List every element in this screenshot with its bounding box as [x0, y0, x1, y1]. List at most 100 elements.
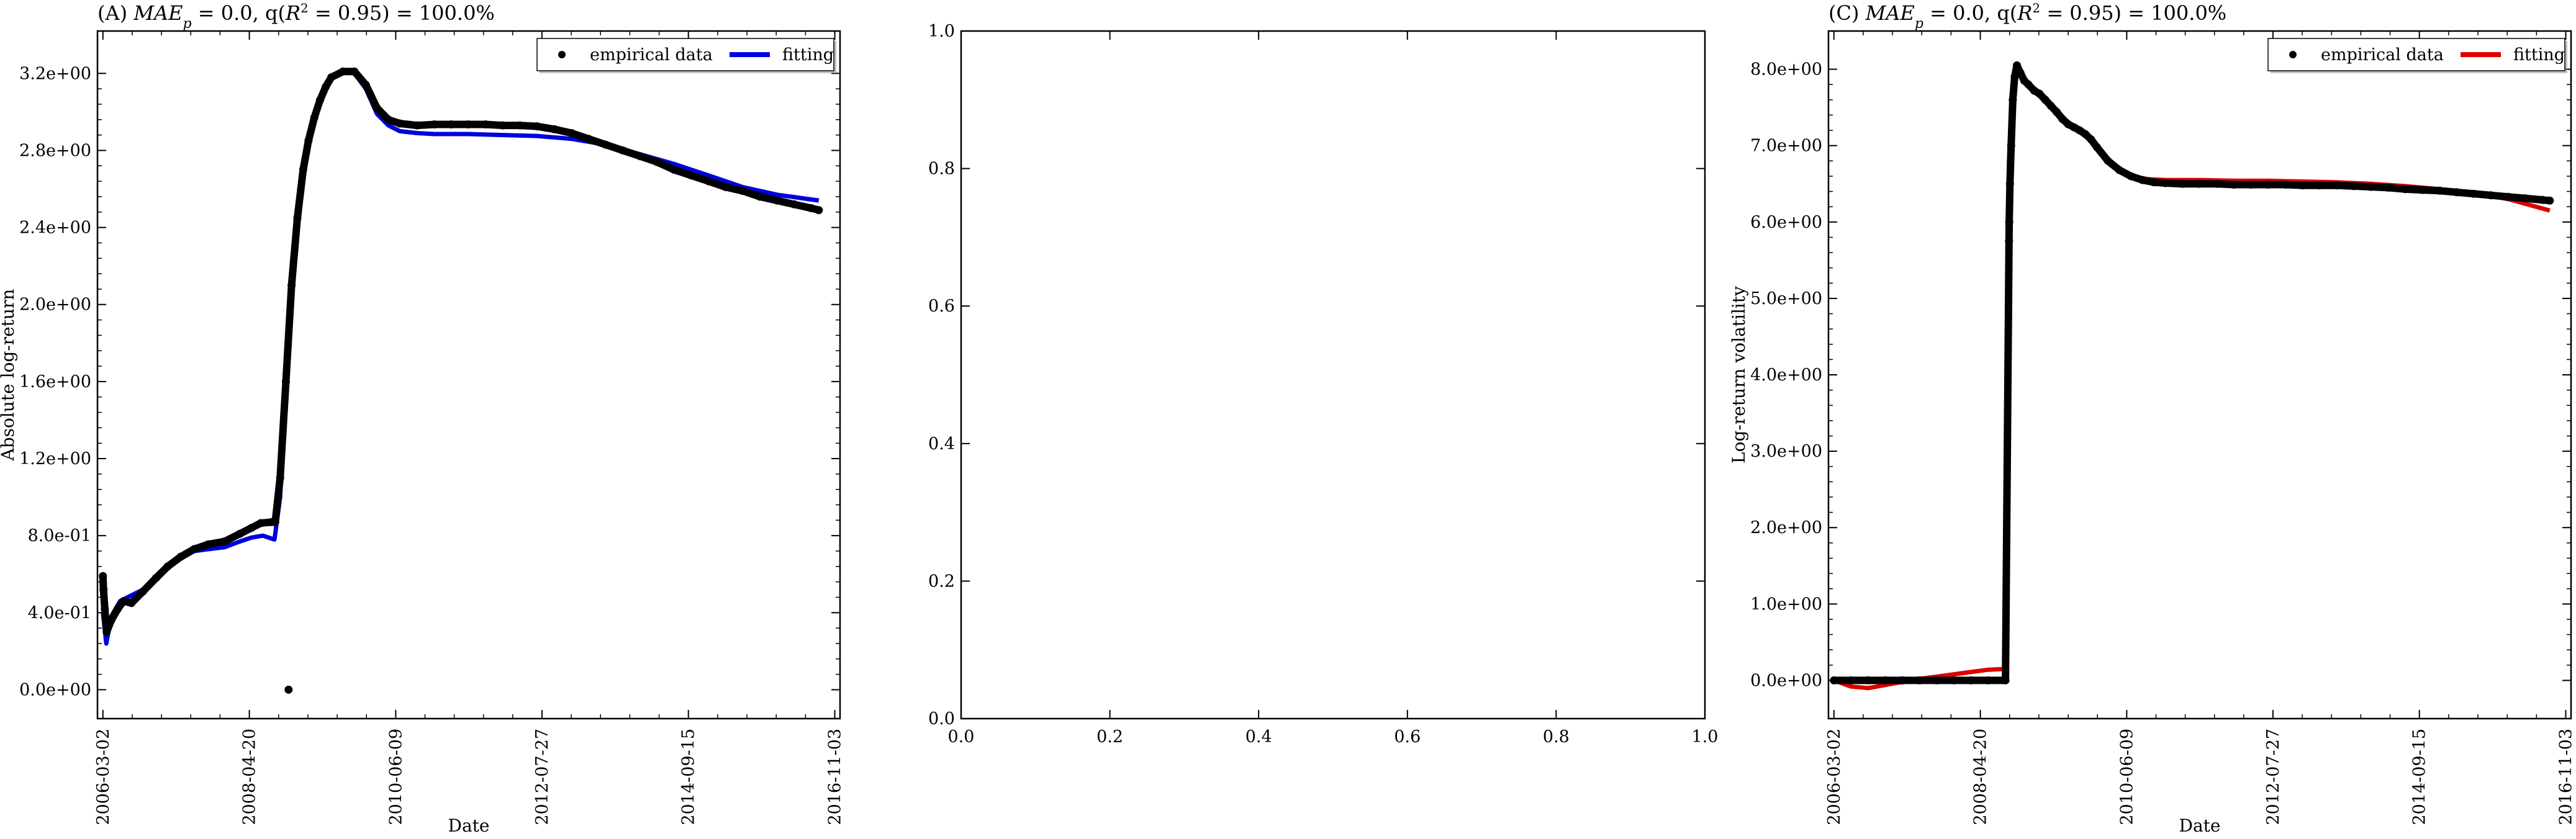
data-point: [361, 81, 370, 89]
y-tick-label: 0.6: [928, 297, 955, 316]
y-tick-label: 2.8e+00: [19, 141, 91, 160]
plot-frame: [96, 30, 841, 720]
data-point: [2161, 179, 2170, 187]
data-point: [413, 121, 422, 130]
data-point: [773, 196, 782, 205]
x-tick-label: 2008-04-20: [240, 729, 260, 825]
data-point: [2367, 182, 2375, 191]
data-point: [204, 540, 213, 549]
data-point: [2418, 186, 2427, 194]
data-point: [618, 146, 627, 155]
chart-panel-c: 2006-03-02 2008-04-20 2010-06-09 2012-07-27…: [1729, 1, 2576, 836]
legend: empirical data fitting: [2267, 38, 2567, 73]
data-point: [567, 129, 576, 137]
data-point: [101, 604, 109, 613]
data-point: [481, 120, 490, 128]
legend: empirical data fitting: [536, 38, 836, 73]
data-point: [1830, 676, 1838, 684]
data-point: [687, 171, 696, 180]
data-point: [310, 114, 319, 122]
data-point: [1984, 676, 1992, 684]
x-tick-label: 2014-09-15: [2410, 729, 2429, 825]
data-point: [2007, 141, 2015, 150]
data-point: [2001, 676, 2010, 684]
data-point: [119, 597, 128, 606]
plot-frame: [1827, 30, 2572, 720]
x-tick-label: 2012-07-27: [533, 729, 552, 825]
data-point: [293, 213, 302, 222]
data-point: [636, 152, 644, 161]
data-point: [2005, 218, 2013, 227]
x-tick-label: 2010-06-09: [386, 729, 405, 825]
data-point: [2138, 176, 2147, 184]
data-point: [550, 125, 559, 133]
y-tick-label: 0.0e+00: [1750, 671, 1822, 690]
data-point: [2452, 188, 2461, 197]
data-point: [2035, 89, 2044, 98]
y-tick-label: 1.6e+00: [19, 372, 91, 392]
data-point: [2401, 185, 2410, 194]
data-point: [247, 524, 256, 532]
data-point: [322, 83, 330, 91]
data-point: [99, 585, 108, 594]
data-point: [2053, 108, 2061, 116]
y-tick-label: 0.8: [928, 159, 955, 179]
chart-panel-a: 2006-03-02 2008-04-20 2010-06-09 2012-07-27…: [0, 1, 845, 836]
y-tick-label: 2.4e+00: [19, 218, 91, 238]
data-point: [447, 120, 456, 128]
y-tick-label: 4.0e+00: [1750, 366, 1822, 385]
data-point: [1898, 676, 1907, 684]
x-tick-label: 2008-04-20: [1971, 729, 1991, 825]
data-point: [373, 104, 381, 112]
x-tick-label: 0.2: [1096, 727, 1123, 747]
y-tick-label: 7.0e+00: [1750, 137, 1822, 156]
data-point: [2264, 181, 2272, 189]
fitting-line: [1833, 71, 2551, 691]
x-tick-label: 2012-07-27: [2264, 729, 2283, 825]
x-tick-label: 2010-06-09: [2117, 729, 2136, 825]
data-point: [584, 135, 593, 143]
chart-title: (A) MAEp = 0.0, q(R2 = 0.95) = 100.0%: [97, 1, 495, 32]
data-point: [2332, 181, 2341, 190]
x-tick-label: 0.0: [948, 727, 975, 747]
series-empirical-data: [1830, 61, 2554, 684]
y-tick-label: 2.0e+00: [19, 295, 91, 315]
data-point: [2041, 96, 2050, 104]
data-point: [2435, 186, 2444, 195]
data-point: [2487, 191, 2495, 200]
data-point: [2298, 181, 2307, 190]
data-point: [2016, 69, 2025, 78]
data-point: [1864, 676, 1873, 684]
data-point: [790, 200, 798, 209]
y-tick-label: 6.0e+00: [1750, 213, 1822, 232]
data-point: [114, 604, 122, 613]
data-point: [2058, 115, 2067, 123]
data-point: [2546, 196, 2554, 205]
x-tick-label: 0.6: [1394, 727, 1421, 747]
data-point: [2247, 181, 2255, 189]
data-point: [2115, 166, 2124, 174]
y-tick-label: 2.0e+00: [1750, 518, 1822, 537]
y-axis-label: Log-return volatility: [1729, 286, 1749, 464]
data-point: [1932, 676, 1941, 684]
y-axis-label: Absolute log-return: [0, 289, 18, 462]
data-point: [304, 137, 313, 145]
data-point: [163, 562, 172, 571]
x-axis-label: Date: [448, 815, 490, 836]
data-point: [2104, 156, 2112, 165]
data-point: [1881, 676, 1890, 684]
y-tick-label: 0.4: [928, 434, 955, 454]
y-tick-label: 1.0: [928, 22, 955, 41]
x-tick-label: 0.4: [1245, 727, 1272, 747]
data-point: [721, 182, 730, 191]
y-tick-label: 3.2e+00: [19, 64, 91, 83]
y-tick-label: 8.0e+00: [1750, 60, 1822, 79]
data-point: [282, 377, 290, 386]
data-point: [287, 281, 296, 290]
data-point: [2005, 179, 2014, 188]
data-point: [2013, 61, 2021, 70]
data-point: [338, 67, 347, 76]
legend-box: [2267, 38, 2565, 71]
data-point: [2384, 183, 2392, 192]
data-point: [384, 115, 393, 124]
